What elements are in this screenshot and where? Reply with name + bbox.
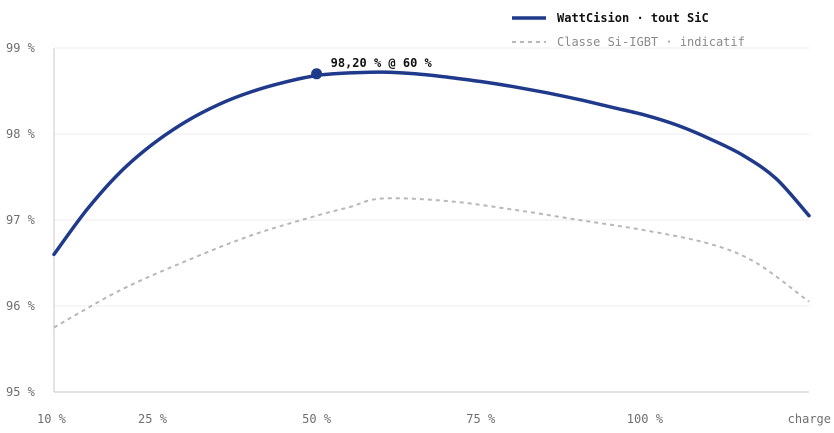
legend-label: WattCision · tout SiC — [557, 11, 709, 25]
annotation-label: 98,20 % @ 60 % — [331, 56, 433, 70]
y-tick-label: 98 % — [6, 127, 36, 141]
annotation-marker — [311, 68, 323, 80]
legend: WattCision · tout SiC Classe Si-IGBT · in… — [512, 11, 745, 49]
y-tick-label: 95 % — [6, 385, 36, 399]
x-tick-labels: 10 % 25 % 50 % 75 % 100 % charge — [37, 412, 831, 426]
y-tick-label: 96 % — [6, 299, 36, 313]
series-line-wattcision — [52, 70, 811, 257]
x-tick-label: 10 % — [37, 412, 67, 426]
series-line-si-igbt — [53, 197, 810, 329]
series-layer — [52, 70, 811, 329]
grid-lines — [54, 47, 809, 307]
y-tick-label: 97 % — [6, 213, 36, 227]
x-tick-label: 100 % — [627, 412, 664, 426]
y-tick-labels: 95 % 96 % 97 % 98 % 99 % — [6, 41, 36, 399]
annotation: 98,20 % @ 60 % — [311, 56, 433, 80]
x-tick-label: 50 % — [302, 412, 332, 426]
x-tick-label: charge — [788, 412, 831, 426]
x-tick-label: 75 % — [466, 412, 496, 426]
x-tick-label: 25 % — [138, 412, 168, 426]
y-tick-label: 99 % — [6, 41, 36, 55]
legend-label: Classe Si-IGBT · indicatif — [557, 35, 745, 49]
